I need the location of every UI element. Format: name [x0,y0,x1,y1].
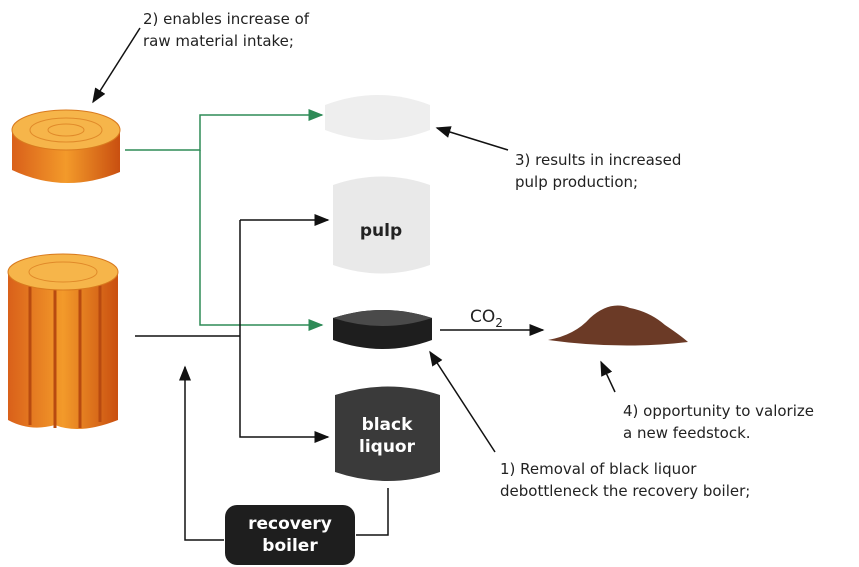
pulp-cylinder [333,176,430,274]
black-liquor-label: black liquor [359,415,416,457]
annotation-3: 3) results in increased pulp production; [515,151,681,191]
disc-top [333,310,432,326]
annotation-4: 4) opportunity to valorize a new feedstoc… [623,402,814,442]
increased-pulp [325,95,430,140]
small-log [11,109,121,184]
recovery-boiler [225,505,355,565]
feedstock-pile [548,305,688,346]
pulp-label: pulp [360,221,402,241]
black-liquor-cylinder [335,386,440,481]
annotation-2: 2) enables increase of raw material intak… [143,10,310,50]
recovery-boiler-label: recovery boiler [248,514,332,556]
tall-log [7,253,119,429]
connectors [92,27,616,541]
annotation-1: 1) Removal of black liquor debottleneck t… [500,460,750,500]
co2-label: CO2 [470,307,503,330]
